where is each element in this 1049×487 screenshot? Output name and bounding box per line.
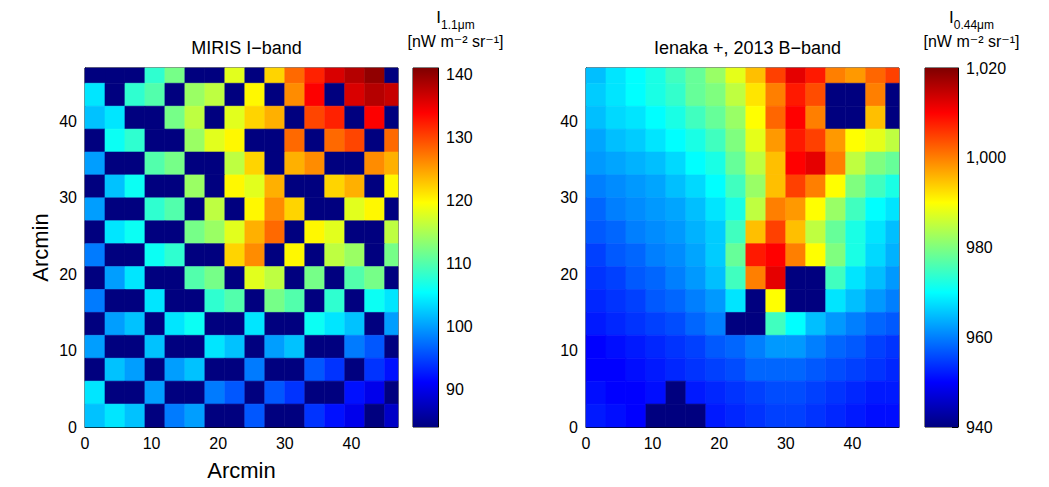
svg-text:1,020: 1,020 xyxy=(966,60,1006,77)
svg-text:20: 20 xyxy=(560,266,578,283)
svg-text:Ienaka +, 2013 B−band: Ienaka +, 2013 B−band xyxy=(654,38,841,58)
svg-text:40: 40 xyxy=(560,113,578,130)
svg-text:10: 10 xyxy=(644,435,662,452)
svg-text:20: 20 xyxy=(59,266,77,283)
svg-text:[nW m⁻² sr⁻¹]: [nW m⁻² sr⁻¹] xyxy=(408,33,504,50)
svg-text:30: 30 xyxy=(276,435,294,452)
svg-text:0: 0 xyxy=(582,435,591,452)
svg-text:I: I xyxy=(949,8,954,27)
svg-text:[nW m⁻² sr⁻¹]: [nW m⁻² sr⁻¹] xyxy=(924,33,1020,50)
svg-text:0: 0 xyxy=(81,435,90,452)
svg-text:40: 40 xyxy=(843,435,861,452)
svg-text:0: 0 xyxy=(68,419,77,436)
svg-text:30: 30 xyxy=(59,189,77,206)
svg-text:130: 130 xyxy=(446,129,473,146)
svg-text:40: 40 xyxy=(342,435,360,452)
svg-text:40: 40 xyxy=(59,113,77,130)
svg-text:Arcmin: Arcmin xyxy=(207,458,275,483)
svg-text:10: 10 xyxy=(560,342,578,359)
svg-text:20: 20 xyxy=(710,435,728,452)
svg-text:0: 0 xyxy=(569,419,578,436)
svg-text:10: 10 xyxy=(59,342,77,359)
svg-text:110: 110 xyxy=(446,255,472,272)
svg-text:MIRIS I−band: MIRIS I−band xyxy=(191,38,302,58)
svg-text:1,000: 1,000 xyxy=(966,149,1006,166)
svg-text:Arcmin: Arcmin xyxy=(28,213,53,281)
svg-text:I: I xyxy=(436,8,442,27)
svg-text:940: 940 xyxy=(966,419,993,436)
svg-text:140: 140 xyxy=(446,66,473,83)
svg-text:30: 30 xyxy=(560,189,578,206)
svg-text:90: 90 xyxy=(446,381,464,398)
svg-text:0.44μm: 0.44μm xyxy=(954,18,994,32)
svg-text:980: 980 xyxy=(966,239,993,256)
svg-text:20: 20 xyxy=(209,435,227,452)
svg-text:960: 960 xyxy=(966,329,993,346)
svg-text:10: 10 xyxy=(143,435,161,452)
svg-text:1.1μm: 1.1μm xyxy=(441,18,475,32)
svg-text:30: 30 xyxy=(777,435,795,452)
svg-text:100: 100 xyxy=(446,318,473,335)
svg-text:120: 120 xyxy=(446,192,473,209)
